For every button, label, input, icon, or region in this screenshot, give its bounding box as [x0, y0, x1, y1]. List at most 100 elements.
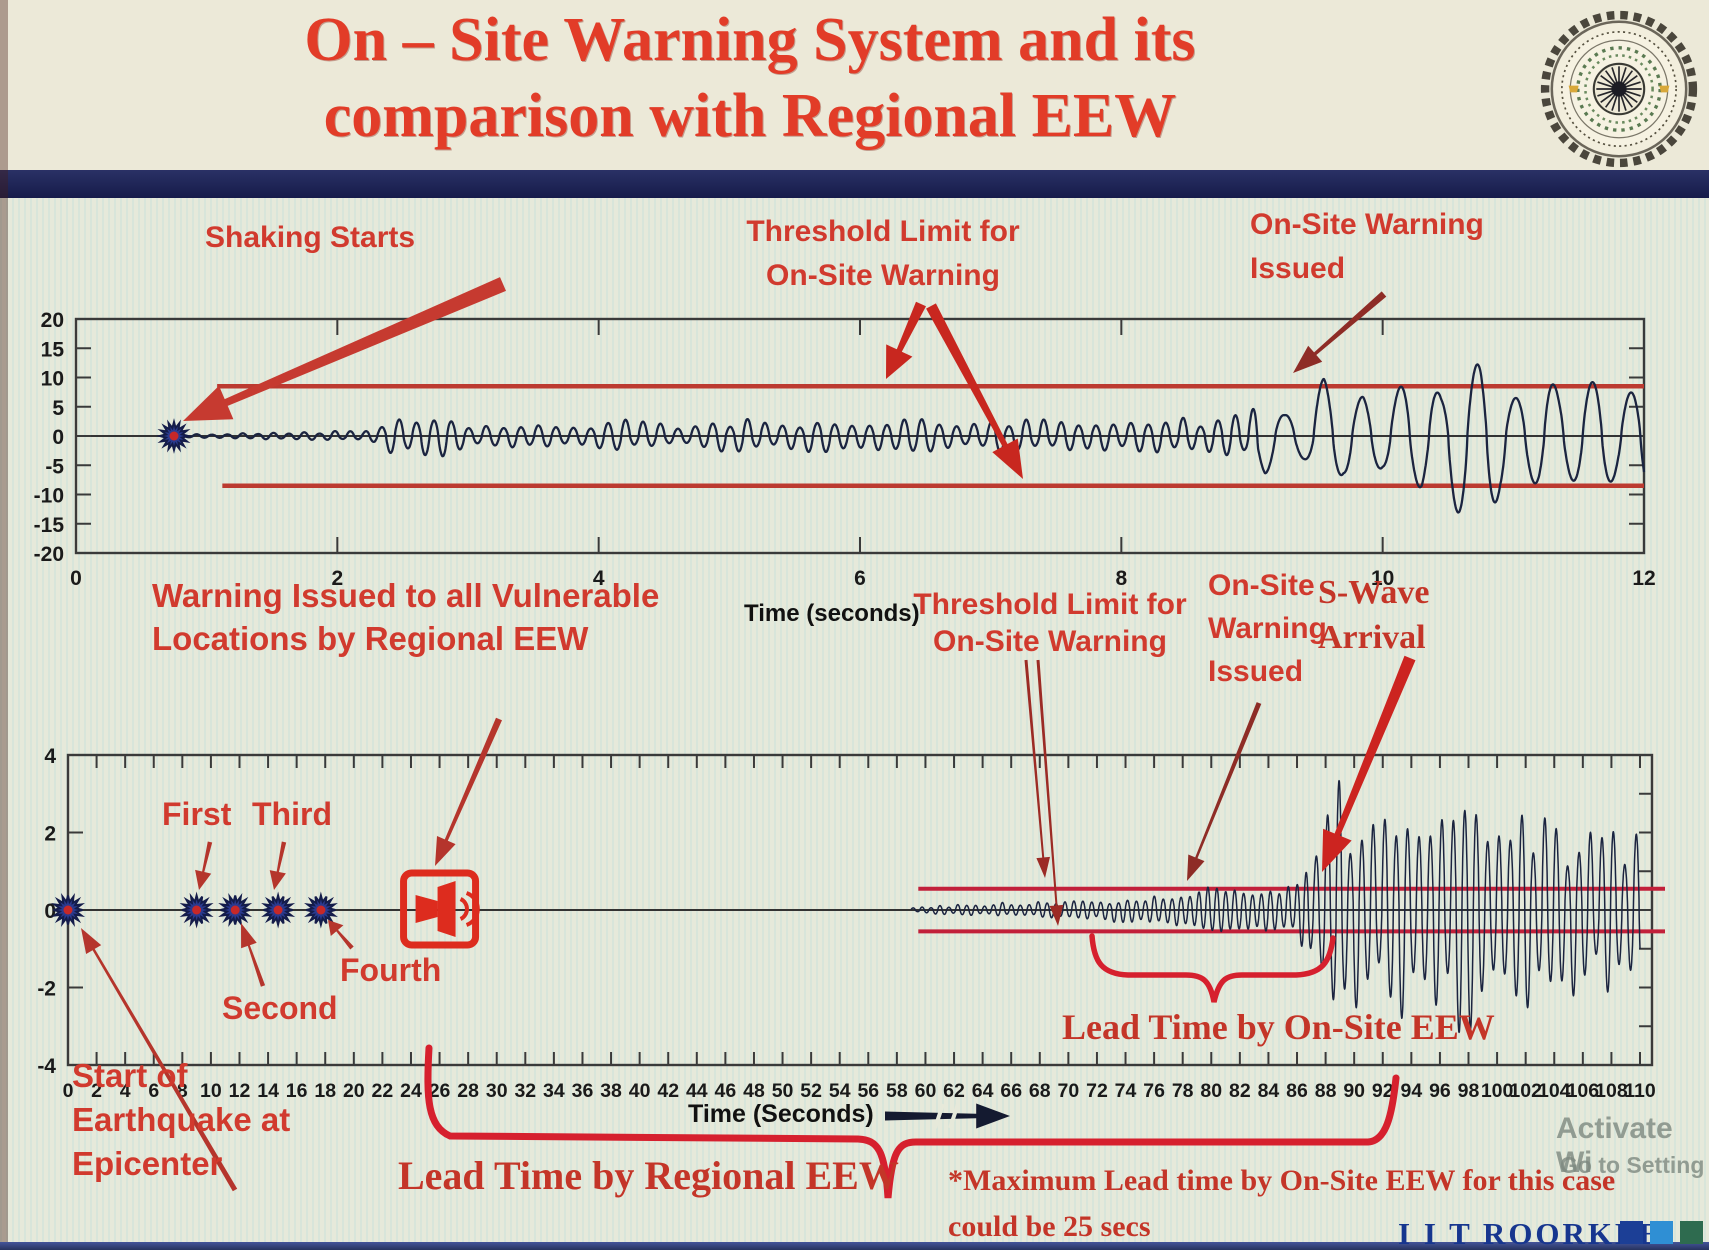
svg-text:74: 74: [1115, 1080, 1137, 1102]
svg-text:56: 56: [857, 1080, 879, 1102]
svg-text:58: 58: [886, 1080, 908, 1102]
svg-text:30: 30: [486, 1080, 508, 1102]
svg-text:40: 40: [629, 1080, 651, 1102]
svg-text:20: 20: [343, 1080, 365, 1102]
annotation-warning-regional: Warning Issued to all Vulnerable Location…: [152, 574, 659, 660]
activate-windows-watermark: Activate Wi: [1556, 1112, 1673, 1179]
photo-left-edge: [0, 0, 8, 1250]
svg-text:84: 84: [1258, 1080, 1280, 1102]
svg-text:110: 110: [1624, 1080, 1656, 1102]
svg-text:12: 12: [1632, 567, 1655, 590]
max-note-line1: *Maximum Lead time by On-Site EEW for th…: [948, 1164, 1616, 1197]
svg-text:66: 66: [1000, 1080, 1022, 1102]
svg-text:8: 8: [1115, 567, 1127, 590]
threshold-bottom-line2: On-Site Warning: [933, 625, 1167, 658]
svg-text:98: 98: [1458, 1080, 1480, 1102]
svg-text:52: 52: [800, 1080, 822, 1102]
svg-text:4: 4: [44, 745, 56, 768]
start-line1: Start of: [72, 1057, 188, 1094]
footer-square-blue-icon: [1650, 1221, 1673, 1244]
svg-text:48: 48: [743, 1080, 765, 1102]
annotation-second: Second: [222, 990, 338, 1026]
threshold-bottom-line1: Threshold Limit for: [913, 588, 1187, 621]
footer-square-green-icon: [1680, 1221, 1703, 1244]
svg-text:96: 96: [1429, 1080, 1451, 1102]
svg-text:10: 10: [1371, 567, 1394, 590]
svg-text:8: 8: [177, 1080, 188, 1102]
svg-text:-4: -4: [37, 1055, 56, 1078]
issued-bottom-line3: Issued: [1208, 655, 1304, 688]
svg-text:12: 12: [229, 1080, 251, 1102]
annotation-max-lead-note: *Maximum Lead time by On-Site EEW for th…: [948, 1158, 1615, 1250]
svg-text:5: 5: [52, 397, 64, 420]
annotation-lead-time-onsite: Lead Time by On-Site EEW: [1062, 1007, 1495, 1047]
svg-text:38: 38: [600, 1080, 622, 1102]
annotation-third: Third: [252, 796, 332, 832]
svg-text:104: 104: [1538, 1080, 1571, 1102]
svg-text:-10: -10: [34, 485, 64, 508]
svg-text:15: 15: [41, 338, 65, 361]
svg-text:4: 4: [120, 1080, 131, 1102]
svg-text:82: 82: [1229, 1080, 1251, 1102]
swave-line1: S-Wave: [1318, 574, 1430, 611]
slide-header: [0, 0, 1709, 170]
svg-text:70: 70: [1058, 1080, 1080, 1102]
threshold-top-line2: On-Site Warning: [766, 259, 1000, 292]
svg-text:32: 32: [514, 1080, 536, 1102]
svg-text:78: 78: [1172, 1080, 1194, 1102]
annotation-shaking-starts: Shaking Starts: [205, 221, 416, 254]
svg-text:34: 34: [543, 1080, 565, 1102]
svg-text:18: 18: [314, 1080, 336, 1102]
svg-text:100: 100: [1481, 1080, 1514, 1102]
svg-text:94: 94: [1400, 1080, 1422, 1102]
svg-text:0: 0: [70, 567, 82, 590]
svg-text:-2: -2: [37, 978, 56, 1001]
svg-text:2: 2: [91, 1080, 102, 1102]
start-line2: Earthquake at: [72, 1101, 291, 1138]
xaxis-label-top-chart: Time (seconds): [744, 600, 920, 627]
svg-text:10: 10: [200, 1080, 222, 1102]
svg-text:106: 106: [1567, 1080, 1600, 1102]
slide-title: On – Site Warning System and its compari…: [100, 2, 1400, 154]
svg-text:16: 16: [286, 1080, 308, 1102]
warning-regional-line2: Locations by Regional EEW: [152, 620, 589, 657]
svg-text:0: 0: [44, 900, 56, 923]
go-to-settings-watermark: Go to Setting: [1560, 1152, 1705, 1178]
svg-text:64: 64: [972, 1080, 994, 1102]
svg-text:10: 10: [41, 368, 64, 391]
svg-text:24: 24: [400, 1080, 422, 1102]
svg-text:80: 80: [1200, 1080, 1222, 1102]
svg-text:62: 62: [943, 1080, 965, 1102]
svg-text:36: 36: [572, 1080, 594, 1102]
svg-text:0: 0: [63, 1080, 74, 1102]
svg-text:50: 50: [772, 1080, 794, 1102]
svg-text:2: 2: [331, 567, 343, 590]
iit-roorkee-logo-icon: [1540, 10, 1698, 168]
svg-text:108: 108: [1595, 1080, 1628, 1102]
svg-text:44: 44: [686, 1080, 708, 1102]
annotation-threshold-limit-top: Threshold Limit for On-Site Warning: [718, 210, 1048, 298]
annotation-first: First: [162, 796, 232, 832]
svg-text:26: 26: [429, 1080, 451, 1102]
svg-text:76: 76: [1143, 1080, 1165, 1102]
iit-roorkee-wordmark: I I T ROORKEE: [1398, 1216, 1663, 1250]
svg-text:4: 4: [593, 567, 605, 590]
svg-text:68: 68: [1029, 1080, 1051, 1102]
annotation-swave-arrival: S-Wave Arrival: [1318, 570, 1429, 660]
issued-top-line1: On-Site Warning: [1250, 208, 1484, 241]
svg-text:60: 60: [915, 1080, 937, 1102]
start-line3: Epicenter: [72, 1145, 223, 1182]
title-line-1: On – Site Warning System and its: [304, 6, 1196, 74]
swave-line2: Arrival: [1318, 619, 1426, 656]
footer-square-navy-icon: [1620, 1221, 1643, 1244]
svg-text:88: 88: [1315, 1080, 1337, 1102]
xaxis-label-bottom-chart: Time (Seconds): [688, 1100, 874, 1128]
svg-text:6: 6: [854, 567, 866, 590]
svg-text:28: 28: [457, 1080, 479, 1102]
max-note-line2: could be 25 secs: [948, 1210, 1151, 1243]
svg-text:54: 54: [829, 1080, 851, 1102]
svg-text:72: 72: [1086, 1080, 1108, 1102]
svg-text:20: 20: [41, 309, 64, 332]
